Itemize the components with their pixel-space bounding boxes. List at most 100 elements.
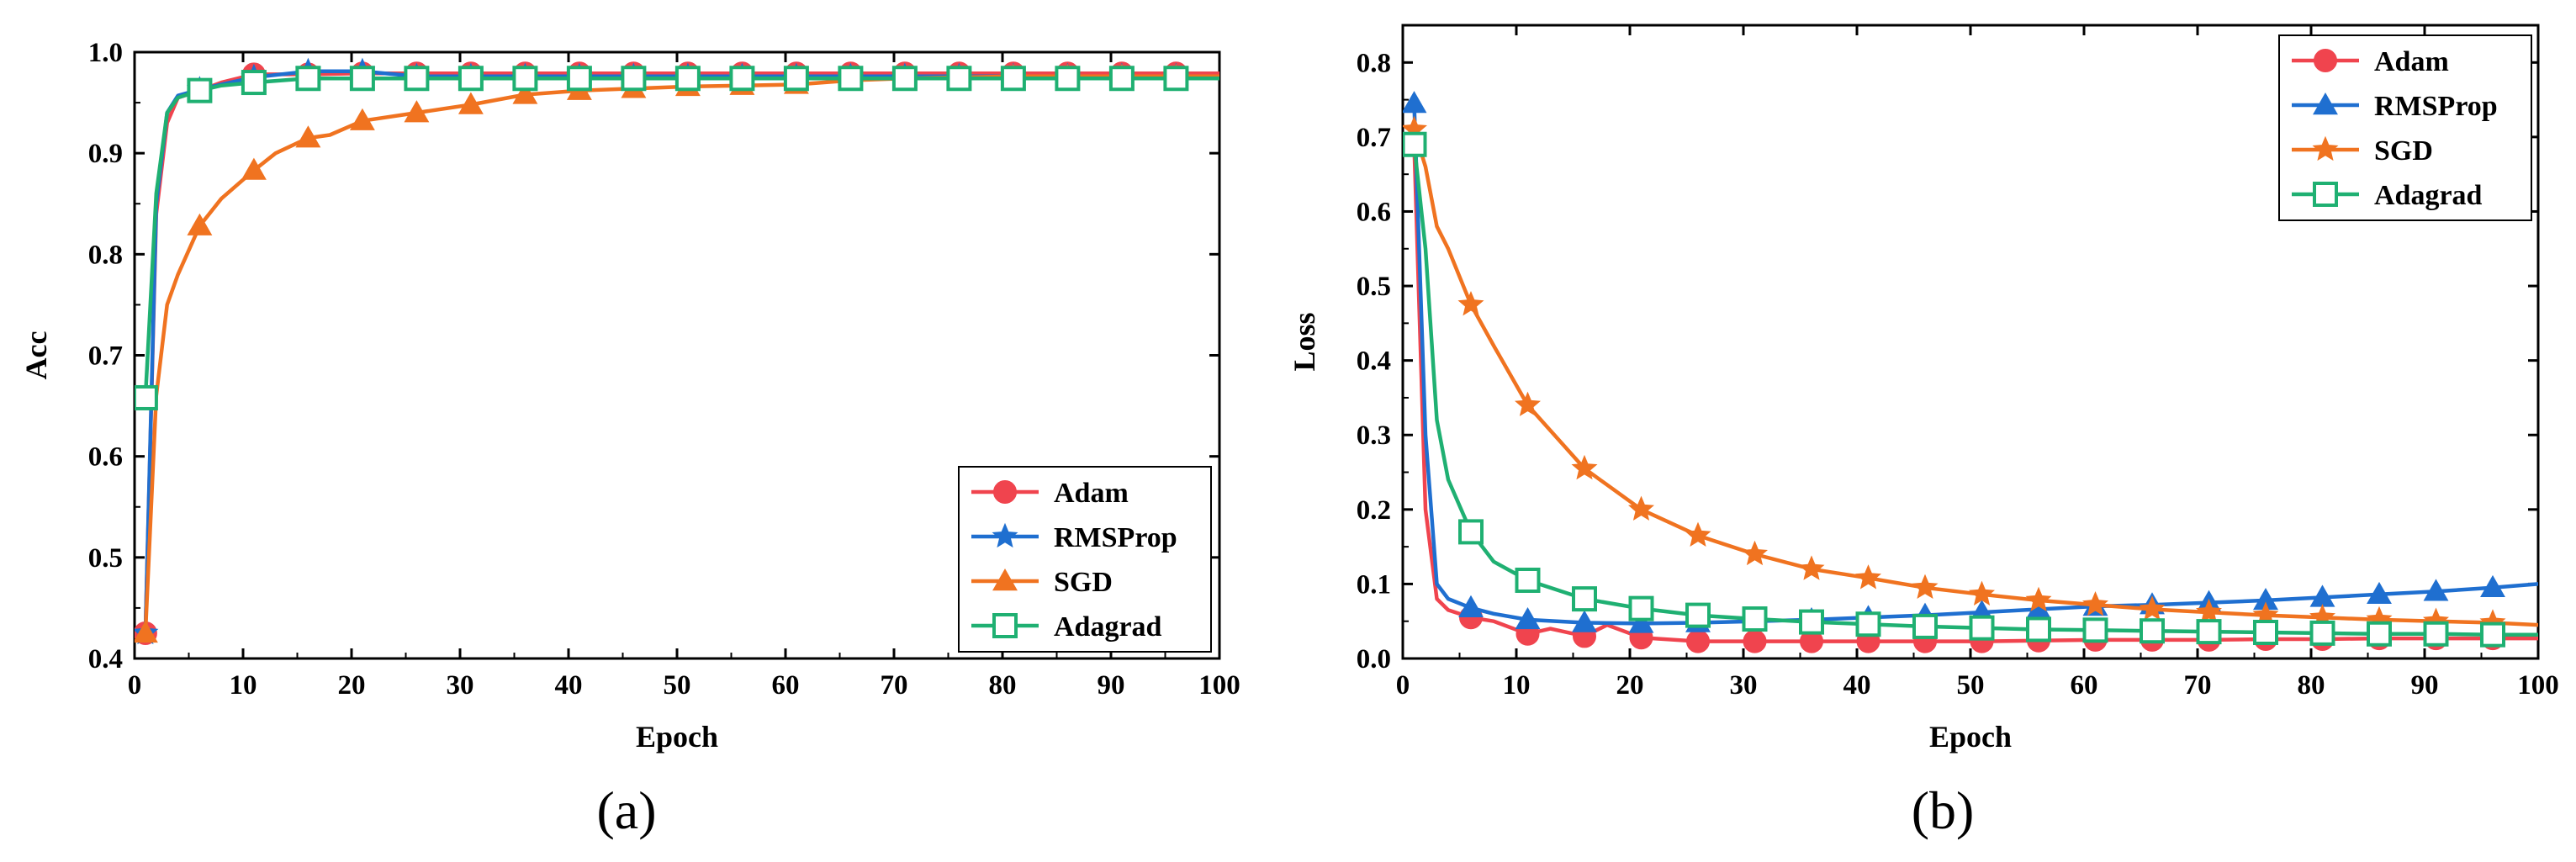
- y-axis-label: Acc: [19, 331, 53, 380]
- data-point-adagrad: [1055, 66, 1081, 92]
- data-point-sgd: [458, 92, 484, 114]
- data-point-sgd: [135, 621, 158, 643]
- data-point-rmsprop: [2026, 596, 2051, 619]
- x-tick-label: 50: [664, 670, 691, 701]
- data-point-adagrad: [838, 66, 864, 92]
- legend: Adam RMSProp SGD Adagrad: [2278, 34, 2532, 221]
- data-point-adagrad: [1742, 606, 1768, 632]
- y-tick-label: 0.8: [1357, 48, 1391, 78]
- data-point-rmsprop: [2367, 581, 2392, 605]
- data-point-adagrad: [458, 66, 484, 92]
- x-tick-label: 30: [447, 670, 474, 701]
- data-point-adagrad: [2026, 616, 2051, 643]
- data-point-sgd: [241, 157, 267, 180]
- data-point-adagrad: [946, 66, 972, 92]
- x-tick-label: 70: [881, 670, 908, 701]
- data-point-sgd: [349, 108, 375, 130]
- legend-label-adam: Adam: [1054, 478, 1129, 509]
- y-tick-label: 0.7: [1357, 123, 1391, 153]
- data-point-rmsprop: [2423, 579, 2449, 601]
- y-tick-label: 0.7: [88, 341, 123, 372]
- data-point-sgd: [1742, 540, 1768, 566]
- y-tick-label: 0.0: [1357, 644, 1391, 674]
- x-axis-label: Epoch: [636, 720, 718, 754]
- legend-label-adam: Adam: [2374, 46, 2449, 77]
- y-tick-label: 0.8: [88, 240, 123, 270]
- data-point-adagrad: [783, 66, 809, 92]
- data-point-sgd: [2082, 591, 2108, 616]
- legend-marker-adagrad: [992, 613, 1018, 638]
- data-point-rmsprop: [1403, 91, 1427, 114]
- data-point-rmsprop: [1458, 595, 1484, 617]
- data-point-adagrad: [1912, 613, 1938, 639]
- y-tick-label: 0.5: [1357, 272, 1391, 302]
- legend-label-adagrad: Adagrad: [2374, 180, 2483, 211]
- legend-label-rmsprop: RMSProp: [1054, 522, 1177, 553]
- x-tick-label: 10: [230, 670, 257, 701]
- data-point-adagrad: [1403, 131, 1427, 157]
- series-line-adagrad: [143, 76, 1219, 399]
- data-point-adagrad: [1000, 66, 1026, 92]
- data-point-adagrad: [349, 66, 375, 92]
- data-point-adagrad: [566, 66, 592, 92]
- x-tick-label: 100: [2517, 670, 2559, 701]
- data-point-sgd: [1515, 391, 1541, 416]
- series-adagrad: [1403, 131, 2538, 648]
- legend-marker-rmsprop: [992, 522, 1018, 548]
- y-tick-label: 0.3: [1357, 420, 1391, 451]
- data-point-adagrad: [295, 66, 321, 92]
- data-point-rmsprop: [2480, 574, 2505, 598]
- x-tick-label: 60: [772, 670, 800, 701]
- y-axis-label: Loss: [1288, 312, 1321, 371]
- data-point-adagrad: [2480, 621, 2505, 648]
- data-point-adagrad: [2196, 619, 2222, 645]
- data-point-adagrad: [1969, 615, 1995, 641]
- data-point-rmsprop: [1628, 611, 1654, 633]
- data-point-adagrad: [404, 66, 430, 92]
- data-point-sgd: [1685, 521, 1711, 547]
- legend-label-sgd: SGD: [2374, 135, 2433, 167]
- data-point-adagrad: [891, 66, 918, 92]
- legend-marker-sgd: [2312, 135, 2339, 161]
- data-point-adagrad: [1458, 519, 1484, 545]
- y-tick-label: 0.2: [1357, 495, 1391, 526]
- legend-marker-sgd: [992, 568, 1018, 591]
- x-axis-label: Epoch: [1929, 720, 2012, 754]
- data-point-sgd: [2196, 598, 2222, 624]
- data-point-adagrad: [187, 77, 213, 103]
- y-tick-label: 0.4: [88, 644, 123, 674]
- chart-caption: (a): [596, 780, 656, 840]
- series-adagrad: [135, 66, 1219, 410]
- data-point-sgd: [404, 100, 430, 123]
- data-point-rmsprop: [1572, 610, 1597, 632]
- data-point-sgd: [1457, 291, 1484, 316]
- x-tick-label: 20: [338, 670, 366, 701]
- y-tick-label: 1.0: [88, 38, 123, 68]
- chart-caption: (b): [1912, 780, 1975, 840]
- x-tick-label: 80: [989, 670, 1017, 701]
- data-point-sgd: [295, 125, 321, 148]
- data-point-rmsprop: [1515, 606, 1541, 630]
- legend-label-sgd: SGD: [1054, 567, 1113, 598]
- y-tick-label: 0.6: [1357, 197, 1391, 227]
- x-tick-label: 10: [1503, 670, 1531, 701]
- data-point-adagrad: [1855, 611, 1881, 637]
- x-tick-label: 70: [2184, 670, 2212, 701]
- x-tick-label: 80: [2298, 670, 2325, 701]
- x-tick-label: 60: [2071, 670, 2098, 701]
- y-tick-label: 0.4: [1357, 346, 1391, 377]
- series-sgd: [1403, 115, 2538, 634]
- data-point-adam: [1743, 629, 1767, 653]
- x-tick-label: 30: [1730, 670, 1758, 701]
- legend-marker-rmsprop: [2313, 93, 2338, 115]
- x-tick-label: 90: [2411, 670, 2439, 701]
- data-point-adagrad: [2367, 621, 2392, 647]
- legend: Adam RMSProp SGD Adagrad: [958, 466, 1212, 653]
- data-point-sgd: [1912, 574, 1939, 599]
- x-tick-label: 90: [1098, 670, 1125, 701]
- data-point-adagrad: [2140, 618, 2165, 644]
- data-point-sgd: [1571, 454, 1598, 480]
- x-tick-label: 0: [128, 670, 142, 701]
- data-point-adagrad: [2253, 619, 2278, 645]
